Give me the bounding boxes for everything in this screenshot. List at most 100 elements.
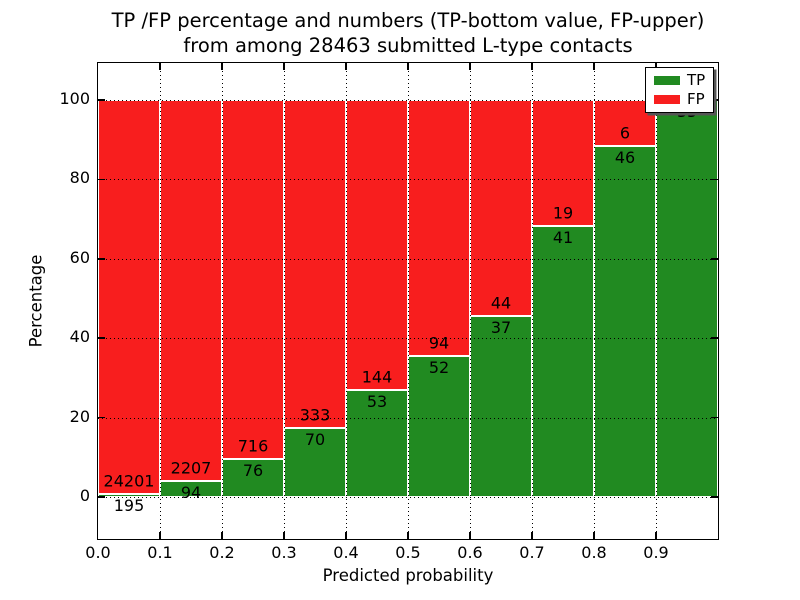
bar-segment-tp-8 bbox=[594, 145, 656, 497]
tp-count-label: 76 bbox=[242, 460, 264, 480]
chart-title-line1: TP /FP percentage and numbers (TP-bottom… bbox=[111, 9, 705, 32]
tp-count-label: 41 bbox=[552, 227, 574, 247]
tp-count-label: 195 bbox=[113, 495, 145, 515]
x-gridline bbox=[284, 63, 285, 539]
bar-segment-tp-5 bbox=[408, 355, 470, 497]
x-gridline bbox=[408, 63, 409, 539]
x-tick-top bbox=[531, 63, 533, 70]
y-tick-left bbox=[98, 337, 105, 339]
bar-segment-fp-3 bbox=[284, 100, 346, 429]
x-tick-label: 0.7 bbox=[519, 543, 545, 562]
y-tick-left bbox=[98, 99, 105, 101]
x-tick-top bbox=[283, 63, 285, 70]
x-tick-label: 0.3 bbox=[271, 543, 297, 562]
x-gridline bbox=[470, 63, 471, 539]
x-tick-bottom bbox=[469, 532, 471, 539]
y-tick-right bbox=[711, 178, 718, 181]
x-tick-top bbox=[159, 63, 161, 70]
fp-count-label: 94 bbox=[428, 333, 450, 352]
x-gridline bbox=[346, 63, 347, 539]
bar-segment-tp-3 bbox=[284, 428, 346, 497]
tp-count-label: 53 bbox=[366, 392, 388, 412]
x-tick-top bbox=[407, 63, 409, 70]
legend-item-fp: FP bbox=[654, 92, 705, 107]
y-tick-right bbox=[711, 337, 718, 339]
y-tick-right bbox=[711, 416, 718, 419]
x-gridline bbox=[532, 63, 533, 539]
tp-swatch-icon bbox=[654, 76, 680, 85]
chart-title: TP /FP percentage and numbers (TP-bottom… bbox=[98, 9, 718, 58]
plot-area: 0 20 40 60 80 100 0.0 0.1 0.2 0.3 0.4 0.5 0.6 0.7 0.8 0… bbox=[59, 63, 718, 561]
x-tick-top bbox=[593, 63, 595, 70]
tp-count-label: 52 bbox=[428, 357, 450, 377]
fp-count-label: 44 bbox=[490, 293, 512, 313]
y-tick-label: 100 bbox=[59, 89, 90, 108]
y-tick-label: 0 bbox=[79, 486, 90, 505]
y-tick-label: 40 bbox=[69, 327, 90, 347]
x-tick-bottom bbox=[221, 532, 223, 539]
bar-segment-tp-0 bbox=[98, 493, 160, 497]
x-gridline bbox=[594, 63, 595, 539]
bar-segment-fp-1 bbox=[160, 100, 222, 481]
bar-segment-tp-2 bbox=[222, 458, 284, 497]
x-tick-bottom bbox=[345, 532, 347, 539]
y-tick-label: 60 bbox=[69, 247, 90, 267]
fp-count-label: 24201 bbox=[103, 471, 155, 491]
bar-segment-fp-4 bbox=[346, 100, 408, 391]
fp-swatch-icon bbox=[654, 95, 680, 104]
y-tick-right bbox=[711, 99, 718, 101]
x-gridline bbox=[222, 63, 223, 539]
x-tick-label: 0.9 bbox=[643, 543, 669, 562]
bar-segment-fp-6 bbox=[470, 100, 532, 316]
legend-label-tp: TP bbox=[687, 71, 706, 89]
x-tick-label: 0.8 bbox=[581, 543, 607, 562]
tp-count-label: 37 bbox=[490, 317, 512, 337]
fp-count-label: 2207 bbox=[170, 458, 212, 478]
tp-count-label: 70 bbox=[304, 430, 326, 450]
fp-count-label: 144 bbox=[361, 367, 393, 387]
x-tick-top bbox=[345, 63, 347, 70]
x-tick-bottom bbox=[593, 532, 595, 539]
x-tick-bottom bbox=[531, 532, 533, 539]
fp-count-label: 333 bbox=[299, 405, 331, 425]
x-tick-label: 0.1 bbox=[147, 543, 173, 562]
y-tick-label: 80 bbox=[69, 168, 90, 188]
y-tick-right bbox=[711, 258, 718, 260]
x-tick-label: 0.0 bbox=[85, 543, 111, 562]
x-tick-label: 0.5 bbox=[395, 543, 421, 562]
fp-count-label: 6 bbox=[619, 123, 631, 143]
bar-segment-tp-7 bbox=[532, 225, 594, 497]
fp-count-label: 19 bbox=[552, 203, 574, 223]
x-tick-bottom bbox=[159, 532, 161, 539]
x-tick-label: 0.2 bbox=[209, 543, 235, 562]
y-tick-left bbox=[98, 258, 105, 260]
x-tick-bottom bbox=[407, 532, 409, 539]
y-tick-label: 20 bbox=[69, 406, 90, 426]
fp-count-label: 716 bbox=[237, 436, 269, 456]
y-tick-left bbox=[98, 178, 105, 181]
y-axis-label: Percentage bbox=[26, 254, 46, 348]
legend-label-fp: FP bbox=[687, 90, 705, 108]
x-gridline bbox=[160, 63, 161, 539]
x-tick-label: 0.6 bbox=[457, 543, 483, 562]
y-tick-left bbox=[98, 416, 105, 419]
y-tick-left bbox=[98, 496, 105, 498]
bar-segment-fp-2 bbox=[222, 100, 284, 459]
x-tick-top bbox=[221, 63, 223, 70]
tp-count-label: 94 bbox=[180, 482, 202, 502]
y-tick-right bbox=[711, 496, 718, 498]
x-gridline bbox=[656, 63, 657, 539]
bar-segment-fp-5 bbox=[408, 100, 470, 356]
x-tick-bottom bbox=[655, 532, 657, 539]
tp-count-label: 46 bbox=[614, 147, 636, 167]
x-tick-top bbox=[469, 63, 471, 70]
bar-segment-tp-6 bbox=[470, 315, 532, 497]
chart-title-line2: from among 28463 submitted L-type contac… bbox=[183, 33, 633, 57]
bar-segment-tp-9 bbox=[656, 100, 718, 497]
x-axis-label: Predicted probability bbox=[322, 566, 494, 585]
x-tick-label: 0.4 bbox=[333, 543, 359, 562]
legend: TP FP bbox=[645, 67, 715, 113]
bar-segment-fp-0 bbox=[98, 100, 160, 494]
x-tick-top bbox=[655, 63, 657, 70]
